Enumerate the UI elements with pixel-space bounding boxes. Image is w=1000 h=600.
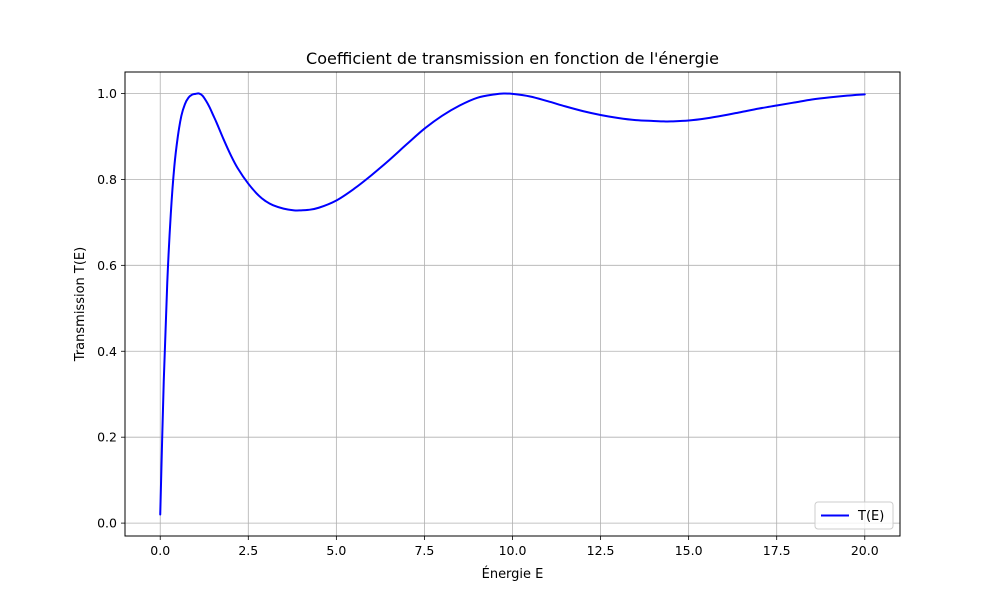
y-tick-label: 0.8 [97,172,117,187]
x-tick-label: 10.0 [499,543,527,558]
y-tick-label: 0.2 [97,430,117,445]
x-tick-label: 17.5 [763,543,791,558]
x-tick-label: 20.0 [851,543,879,558]
x-tick-label: 5.0 [326,543,346,558]
y-axis-label: Transmission T(E) [73,247,88,362]
x-tick-label: 2.5 [238,543,258,558]
series-layer [159,92,866,516]
x-tick-label: 15.0 [675,543,703,558]
legend: T(E) [814,501,894,530]
x-tick-label: 12.5 [587,543,615,558]
y-tick-label: 0.6 [97,258,117,273]
ticks: 0.0 2.5 5.0 7.5 10.0 12.5 15.0 17.5 20.0 0.0 0.2 0.… [97,86,879,558]
x-tick-label: 7.5 [414,543,434,558]
legend-box [814,501,894,530]
y-tick-label: 0.0 [97,516,117,531]
x-axis-label: Énergie E [482,566,544,582]
legend-label: T(E) [857,509,884,524]
series-line-0 [159,92,866,516]
x-tick-label: 0.0 [150,543,170,558]
chart-title: Coefficient de transmission en fonction … [306,49,719,68]
grid [125,72,900,536]
y-tick-label: 1.0 [97,86,117,101]
y-tick-label: 0.4 [97,344,117,359]
